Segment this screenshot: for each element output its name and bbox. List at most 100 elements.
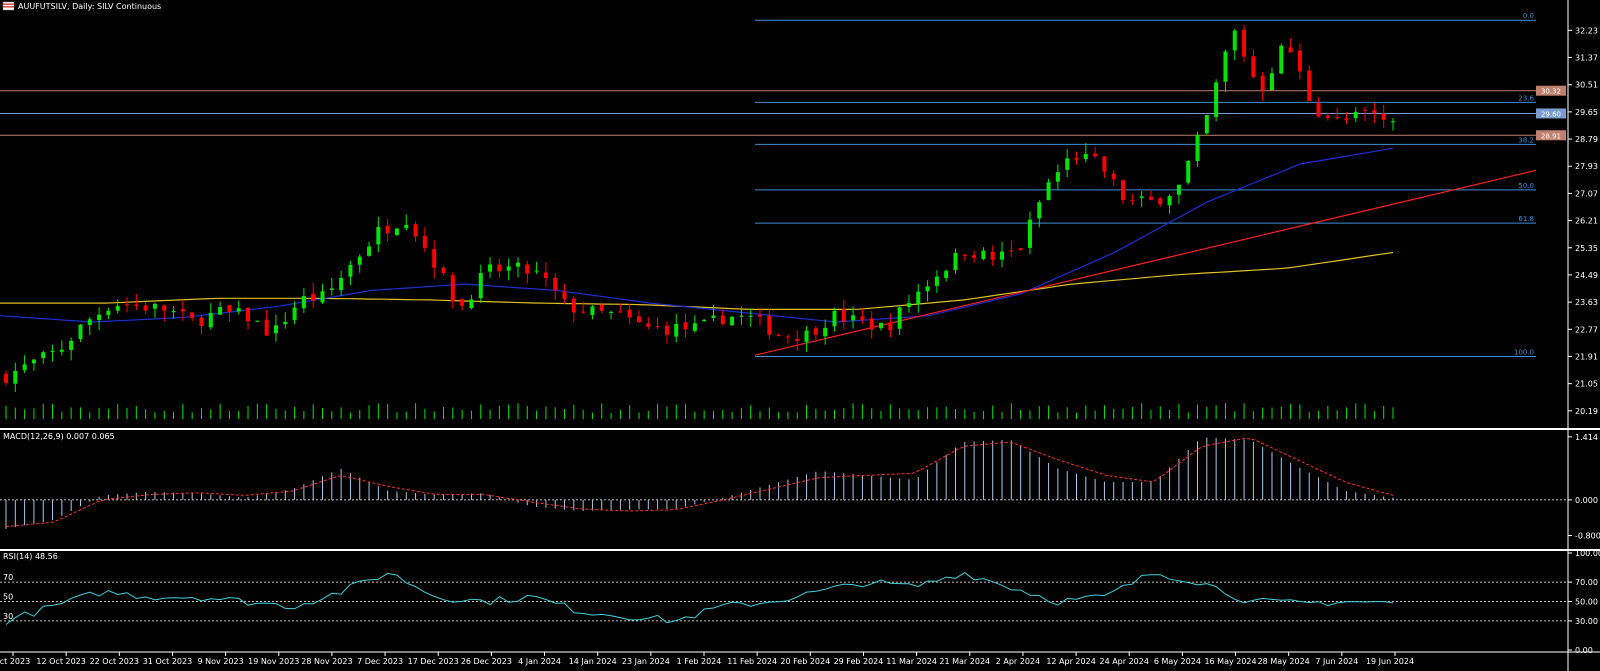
candle-body (1186, 160, 1191, 183)
flag-icon-stripe (3, 6, 14, 8)
time-axis-label: 29 Feb 2024 (834, 657, 884, 666)
candle-body (1214, 82, 1219, 117)
candle-body (739, 315, 744, 317)
fib-level-label: 50.0 (1518, 182, 1534, 190)
candle-body (1307, 70, 1312, 101)
candle-body (171, 311, 176, 313)
candle-body (692, 323, 697, 331)
candle-body (934, 276, 939, 286)
fib-level-label: 38.2 (1518, 136, 1534, 144)
time-axis-label: 19 Jun 2024 (1366, 657, 1414, 666)
candle-body (264, 319, 269, 336)
candle-body (1074, 157, 1079, 160)
time-axis-label: 21 Mar 2024 (939, 657, 990, 666)
candle-body (571, 298, 576, 313)
price-axis-label: 20.19 (1575, 407, 1598, 416)
macd-axis-label: -0.800 (1575, 532, 1600, 541)
candle-body (562, 291, 567, 300)
price-axis-label: 22.77 (1575, 325, 1598, 334)
candle-body (348, 264, 353, 277)
candle-body (897, 307, 902, 329)
time-axis-label: 6 May 2024 (1154, 657, 1201, 666)
time-axis-label: 2 Apr 2024 (996, 657, 1040, 666)
candle-body (720, 315, 725, 325)
candle-body (804, 330, 809, 342)
candle-body (41, 352, 46, 359)
candle-body (664, 325, 669, 335)
candle-body (432, 249, 437, 268)
candle-body (618, 311, 623, 313)
price-axis-label: 26.21 (1575, 217, 1598, 226)
trendline (754, 169, 1537, 356)
candle-body (376, 227, 381, 245)
candle-body (246, 307, 251, 322)
candle-body (1204, 114, 1209, 134)
candle-body (357, 256, 362, 265)
candle-body (320, 291, 325, 303)
candle-body (674, 324, 679, 337)
chart-title: AUUFUTSILV, Daily: SILV Continuous (18, 2, 161, 11)
candle-body (655, 326, 660, 328)
macd-axis-label: 0.000 (1575, 496, 1598, 505)
candle-body (301, 296, 306, 309)
candle-body (1251, 56, 1256, 78)
candle-body (609, 311, 614, 313)
time-axis-label: 3 Oct 2023 (0, 657, 30, 666)
candle-body (1167, 196, 1172, 206)
candle-body (1018, 248, 1023, 250)
candle-body (1353, 111, 1358, 119)
candle-body (1000, 251, 1005, 260)
macd-title: MACD(12,26,9) 0.007 0.065 (3, 432, 115, 441)
candle-body (1344, 118, 1349, 120)
time-axis-label: 12 Apr 2024 (1046, 657, 1095, 666)
price-axis-label: 28.79 (1575, 135, 1598, 144)
time-axis-label: 9 Nov 2023 (198, 657, 244, 666)
candle-body (534, 270, 539, 272)
candle-body (255, 320, 260, 322)
candle-body (1102, 156, 1107, 172)
candle-body (190, 312, 195, 319)
candle-body (860, 316, 865, 320)
candle-body (990, 252, 995, 260)
candle-body (906, 303, 911, 308)
candle-body (767, 315, 772, 335)
rsi-axis-label: 70.00 (1575, 578, 1598, 587)
candle-body (50, 351, 55, 353)
candle-body (953, 252, 958, 271)
candle-body (590, 306, 595, 315)
flag-icon (2, 1, 15, 11)
candle-body (1046, 182, 1051, 201)
macd-pane[interactable] (0, 437, 1568, 529)
price-axis-label: 23.63 (1575, 298, 1598, 307)
time-axis-label: 7 Jun 2024 (1315, 657, 1358, 666)
candle-body (218, 307, 223, 315)
candle-body (916, 291, 921, 305)
candle-body (311, 293, 316, 301)
price-marker-label: 30.32 (1541, 88, 1561, 96)
candle-body (599, 304, 604, 311)
candle-body (1158, 198, 1163, 205)
candle-body (59, 349, 64, 352)
candle-body (506, 266, 511, 271)
candle-body (152, 303, 157, 309)
time-axis-label: 20 Feb 2024 (780, 657, 830, 666)
candle-body (1381, 113, 1386, 120)
candle-body (394, 228, 399, 235)
candle-body (879, 322, 884, 329)
rsi-pane[interactable]: 70 50 30 (0, 571, 1568, 625)
candle-body (730, 316, 735, 326)
candle-body (227, 305, 232, 312)
time-axis-label: 4 Jan 2024 (518, 657, 561, 666)
candle-body (1391, 121, 1395, 123)
candle-body (776, 334, 781, 336)
candle-body (115, 306, 120, 311)
price-pane[interactable]: 0.0 23.6 38.2 50.0 61.8 100.0 30.32 29.60 28.91 (0, 12, 1566, 419)
candle-body (162, 305, 167, 311)
rsi-axis-label: 0.00 (1575, 646, 1593, 655)
candle-body (758, 314, 763, 317)
candle-body (1027, 219, 1032, 248)
candle-body (581, 311, 586, 313)
candle-body (469, 299, 474, 309)
price-axis-label: 21.05 (1575, 380, 1598, 389)
